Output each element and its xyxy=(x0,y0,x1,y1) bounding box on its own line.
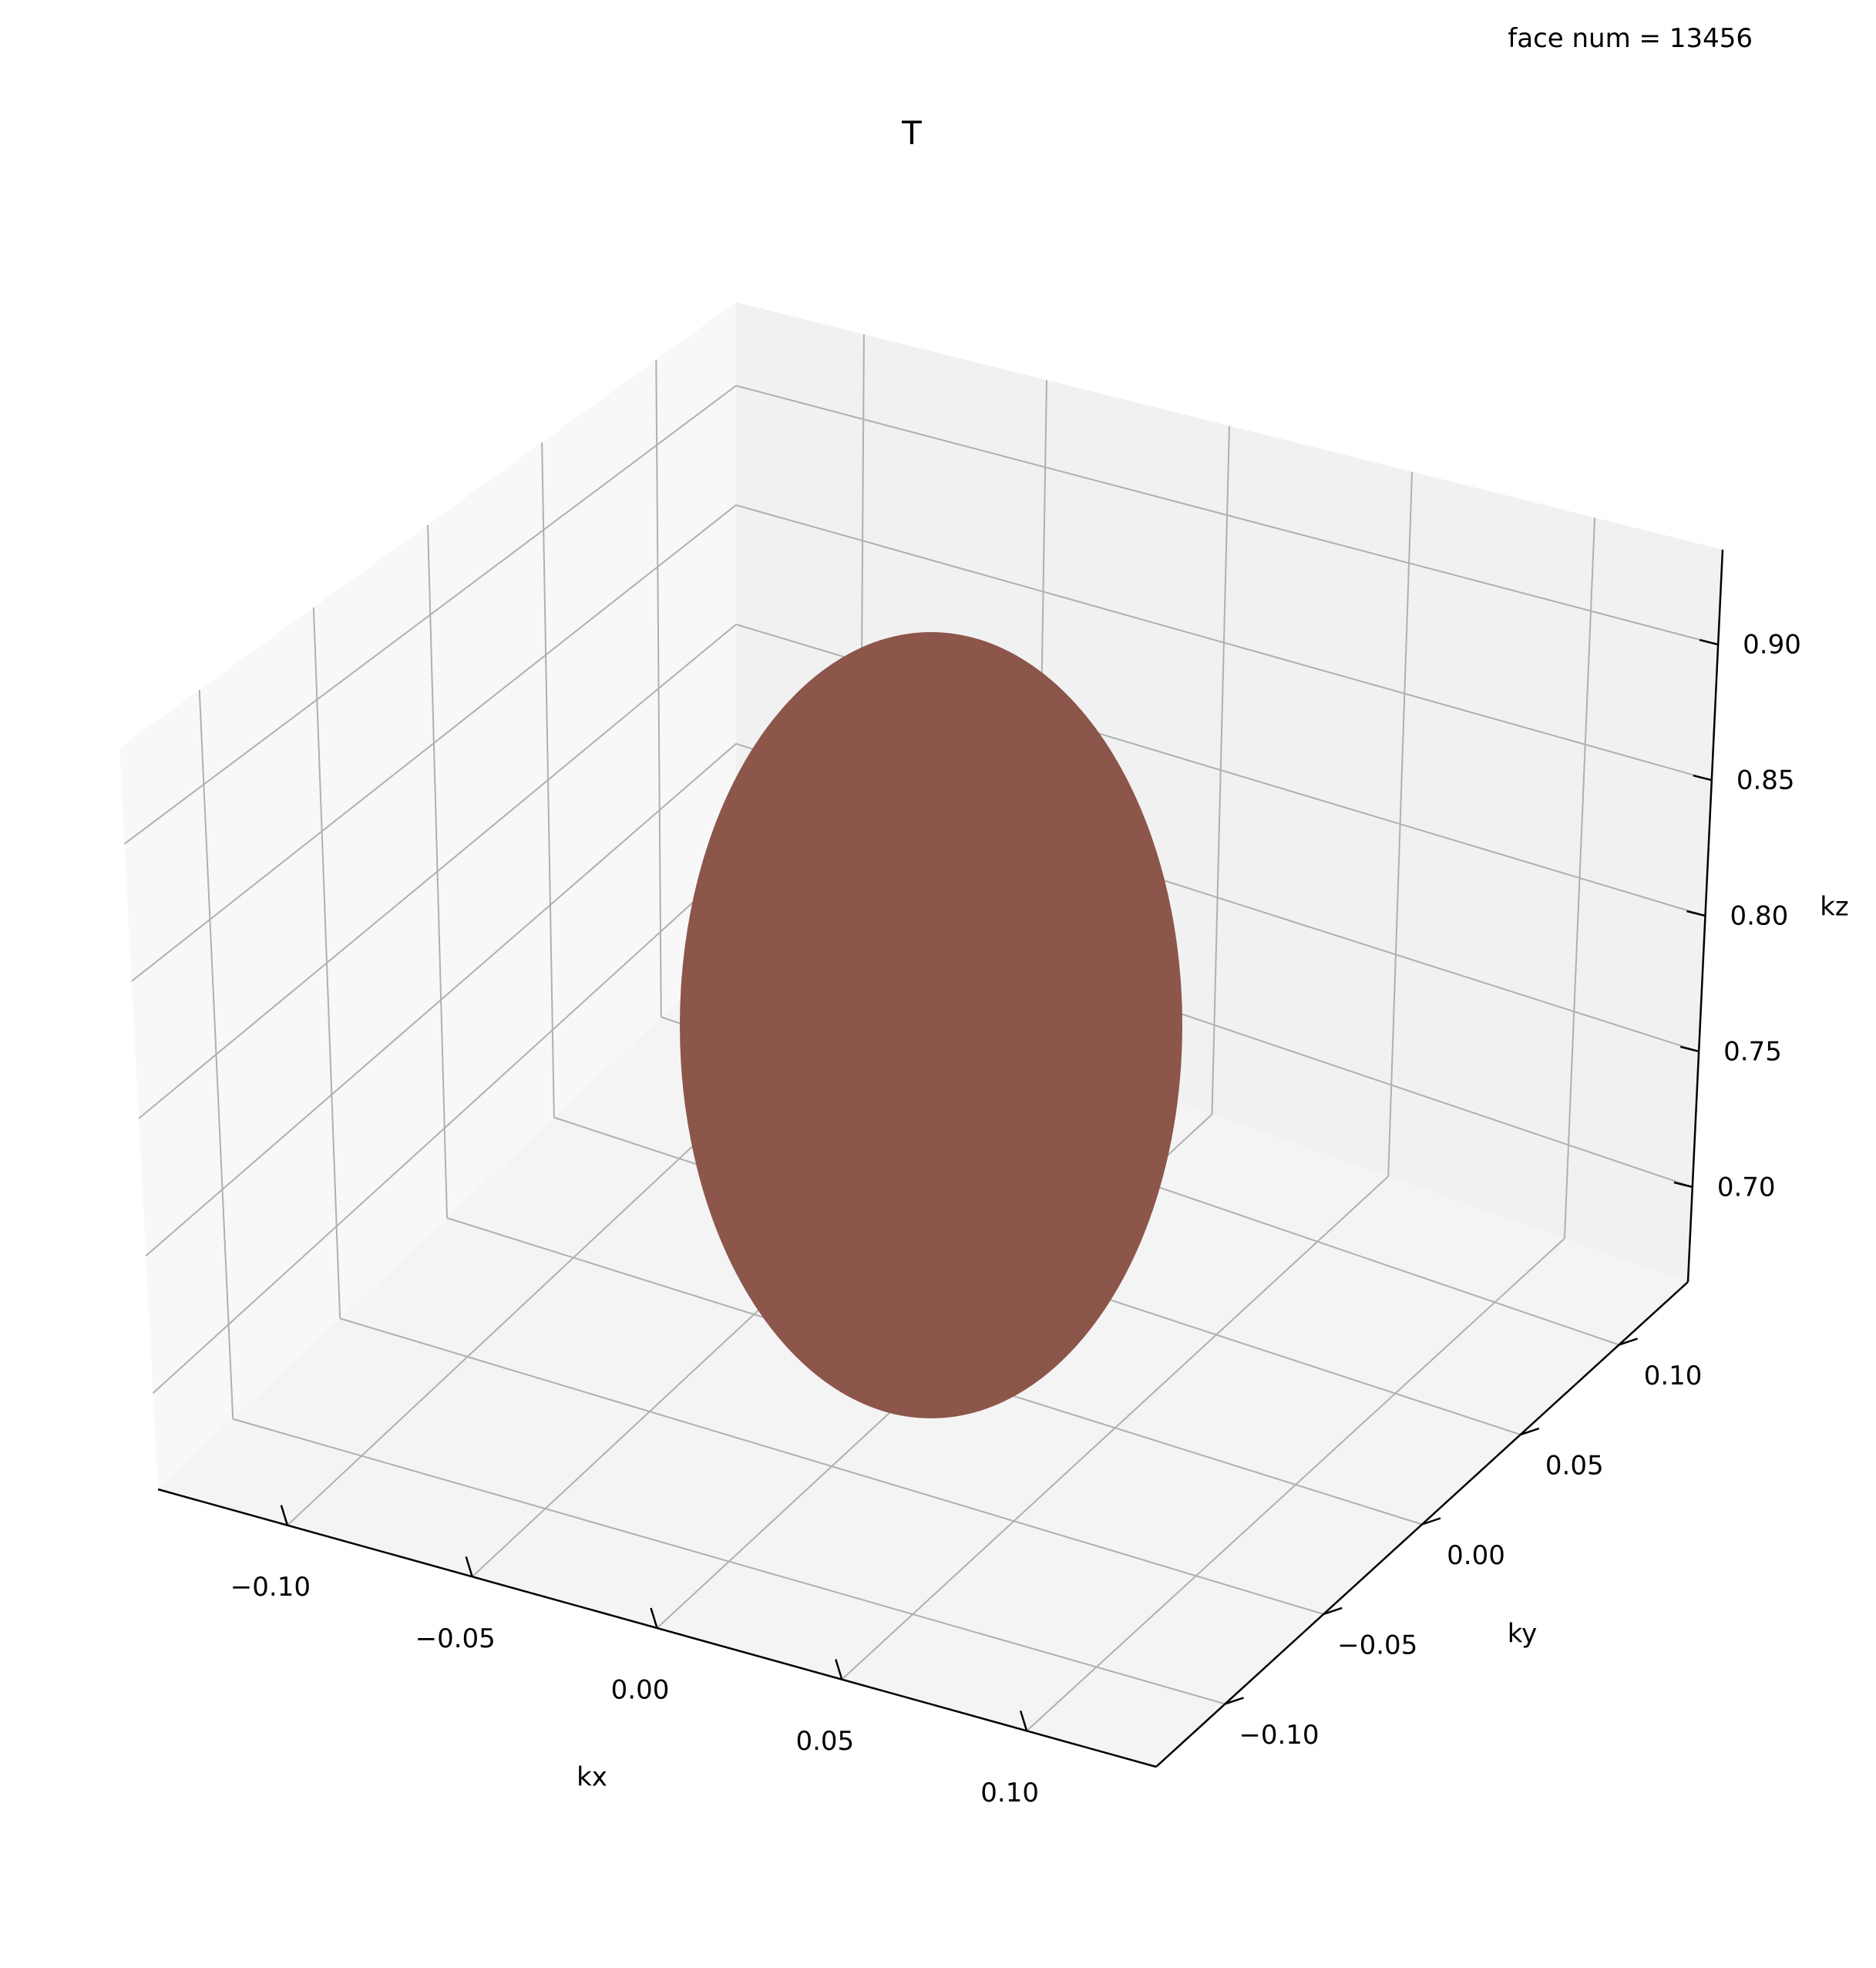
x-tick xyxy=(1019,1710,1028,1731)
x-tick-label: 0.00 xyxy=(611,1675,670,1706)
y-tick-label: 0.10 xyxy=(1644,1361,1703,1391)
gridline-y-left xyxy=(312,607,341,1319)
y-tick-label: 0.05 xyxy=(1545,1451,1604,1482)
y-tick-label: −0.05 xyxy=(1337,1630,1417,1660)
gridline-y-left xyxy=(198,690,234,1419)
z-tick xyxy=(1699,638,1719,646)
x-tick xyxy=(280,1505,289,1526)
gridline-x-back xyxy=(1211,426,1230,1115)
face-count-annotation: face num = 13456 xyxy=(1508,23,1753,54)
x-tick xyxy=(835,1659,843,1680)
gridline-y-left xyxy=(541,442,555,1118)
gridline-y-left xyxy=(655,359,662,1018)
y-tick xyxy=(1225,1697,1244,1705)
gridline-y-left xyxy=(427,524,448,1219)
x-tick-label: −0.05 xyxy=(415,1623,496,1654)
gridline-x-back xyxy=(1563,517,1596,1239)
x-tick-label: 0.10 xyxy=(980,1778,1039,1808)
x-tick xyxy=(465,1556,473,1577)
pane-left xyxy=(119,302,736,1489)
y-axis-label: ky xyxy=(1508,1619,1538,1650)
z-tick xyxy=(1686,910,1706,917)
z-axis-label: kz xyxy=(1820,892,1849,923)
z-tick-label: 0.85 xyxy=(1736,765,1795,796)
y-tick-label: −0.10 xyxy=(1239,1720,1319,1751)
z-tick-label: 0.80 xyxy=(1730,901,1789,932)
z-tick-label: 0.70 xyxy=(1717,1172,1776,1203)
z-tick xyxy=(1673,1181,1693,1189)
z-tick-label: 0.75 xyxy=(1723,1036,1782,1067)
y-tick xyxy=(1619,1337,1638,1346)
ellipsoid-surface xyxy=(680,632,1182,1418)
chart-title: T xyxy=(902,114,922,152)
x-axis-label: kx xyxy=(577,1762,607,1793)
y-tick-label: 0.00 xyxy=(1447,1540,1505,1571)
pane-back xyxy=(736,302,1723,1282)
z-tick xyxy=(1693,774,1713,782)
y-tick xyxy=(1520,1427,1540,1436)
gridline-y-floor xyxy=(339,1317,1324,1615)
x-tick-label: −0.10 xyxy=(230,1572,311,1603)
gridline-x-back xyxy=(1387,471,1414,1177)
z-tick-label: 0.90 xyxy=(1743,630,1801,661)
gridline-y-floor xyxy=(232,1418,1225,1705)
y-tick xyxy=(1323,1606,1343,1616)
y-tick xyxy=(1421,1517,1441,1526)
x-tick-label: 0.05 xyxy=(795,1726,854,1757)
z-tick xyxy=(1679,1045,1699,1053)
x-tick xyxy=(650,1607,658,1629)
